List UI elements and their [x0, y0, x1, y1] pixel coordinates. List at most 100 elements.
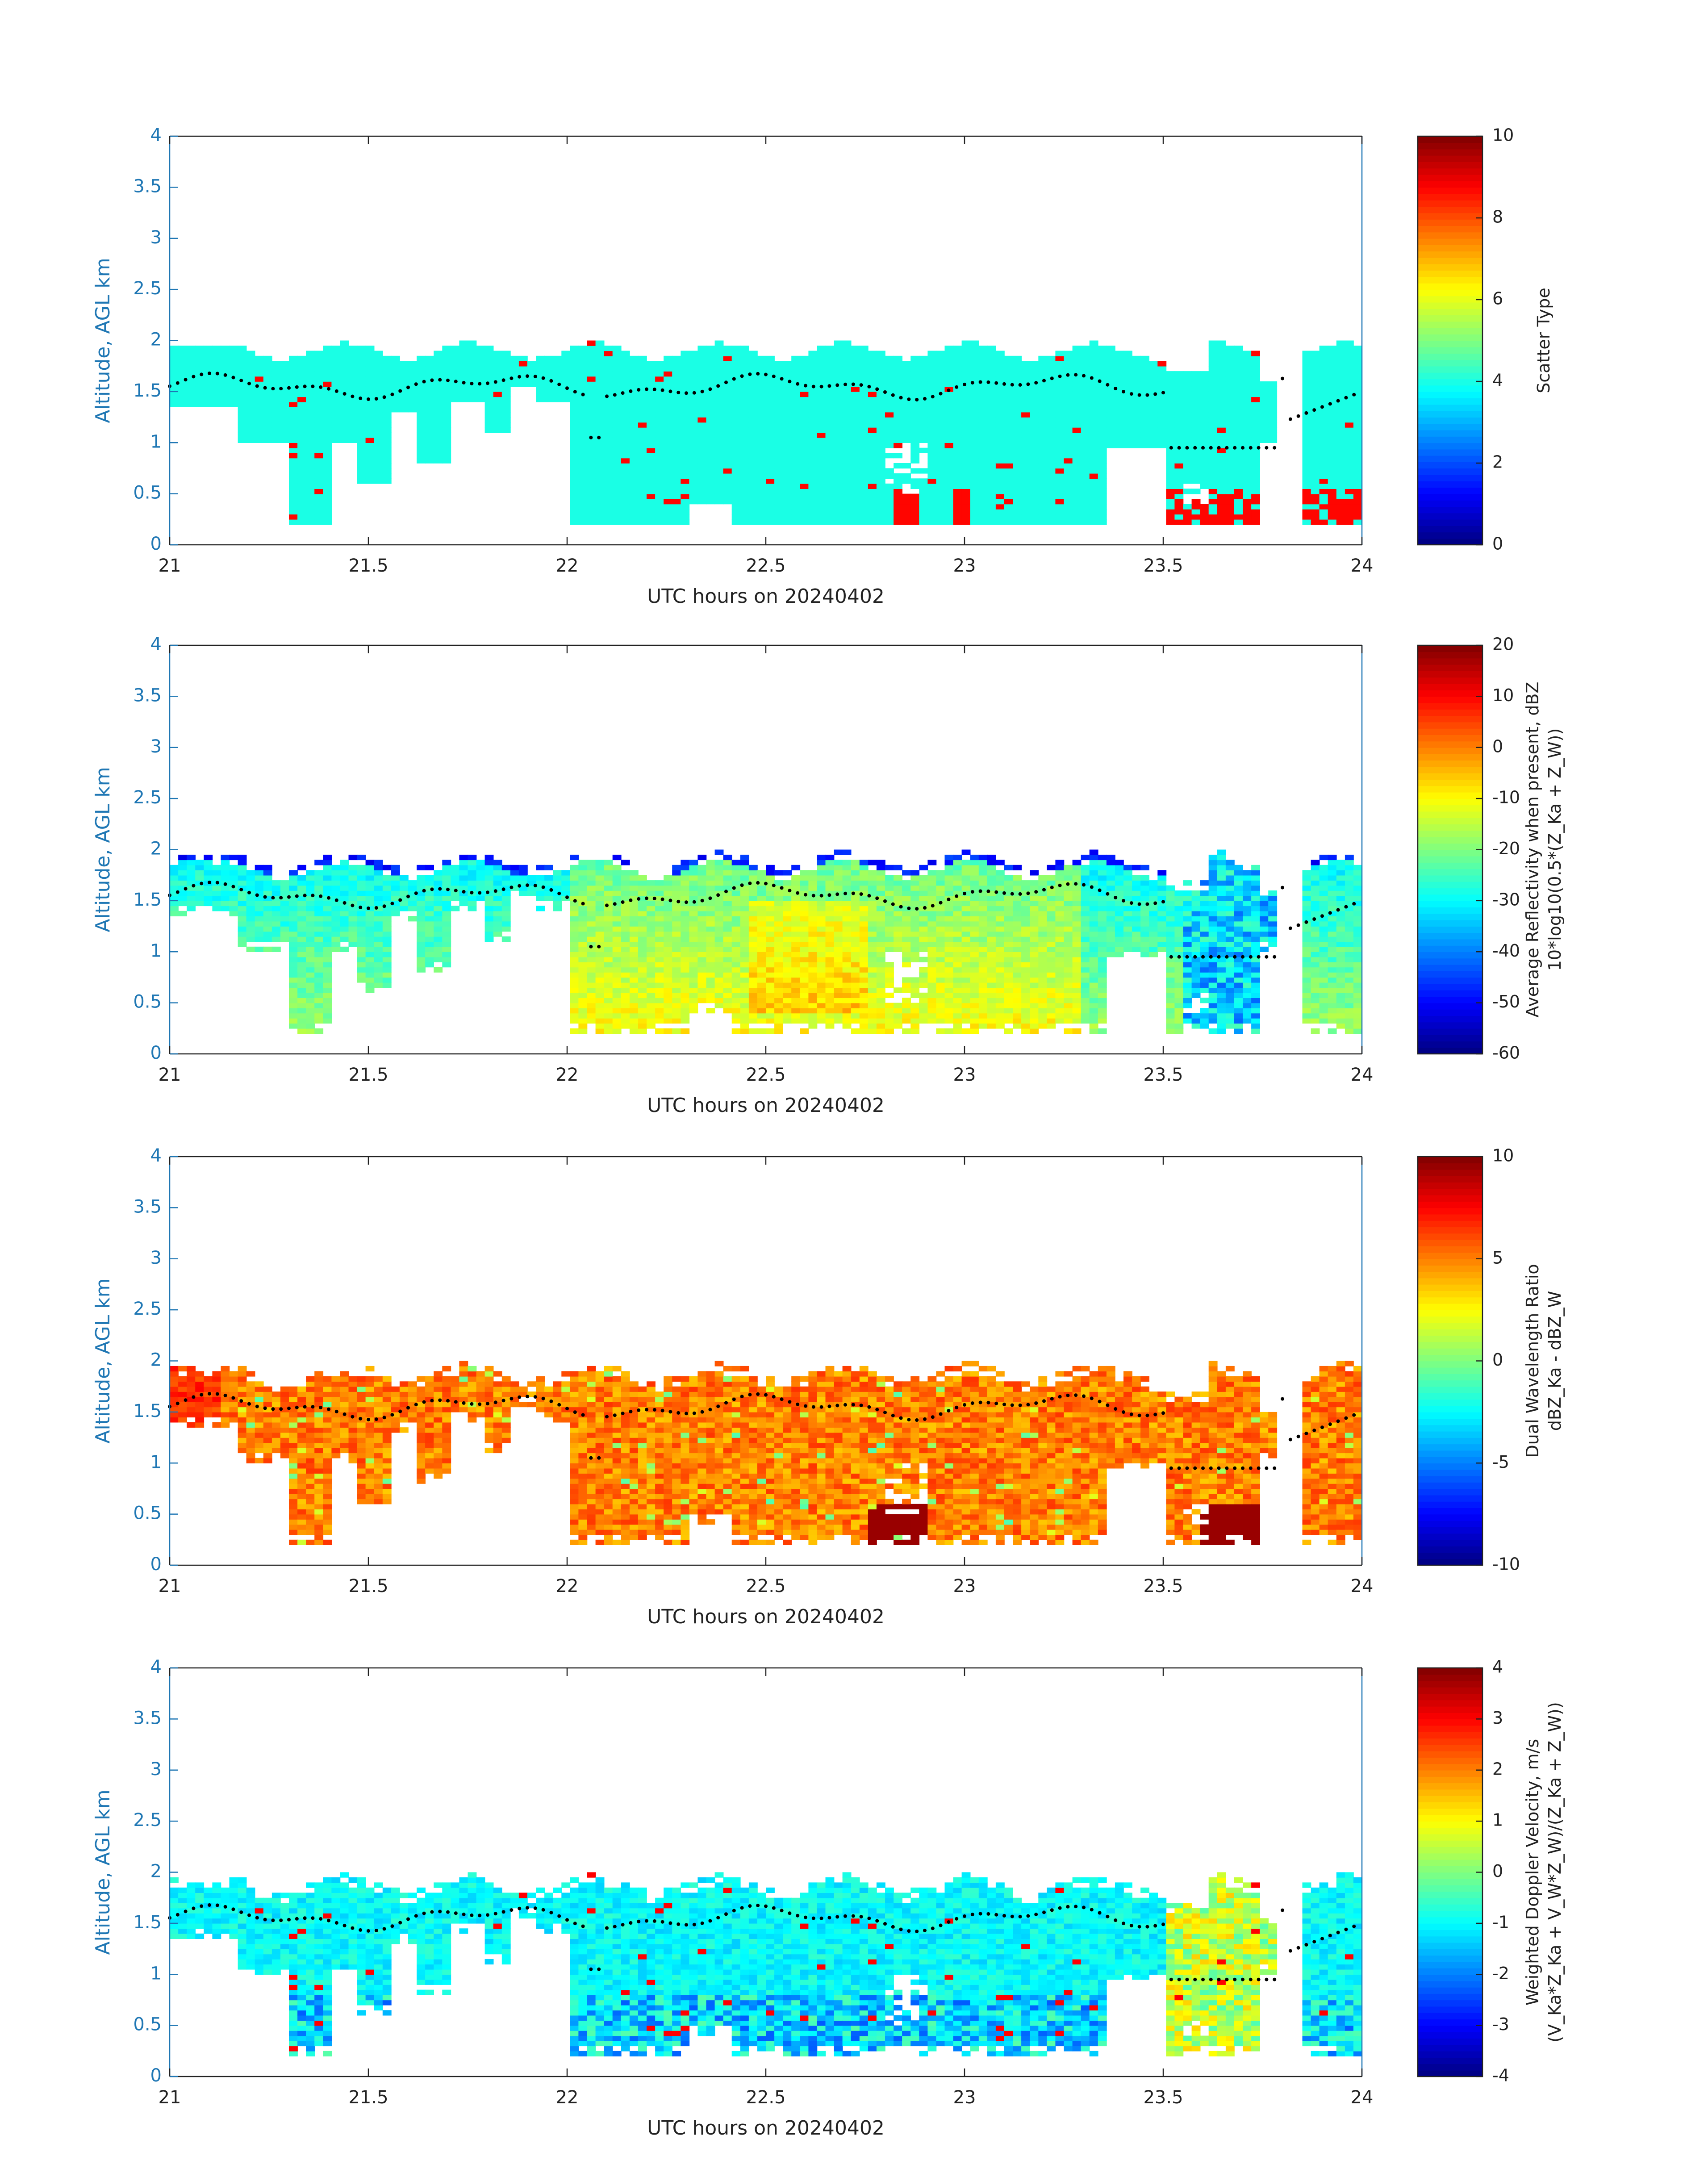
heatmap-cell	[621, 987, 630, 993]
heatmap-cell	[391, 371, 400, 377]
heatmap-cell	[664, 412, 672, 418]
heatmap-cell	[604, 381, 613, 387]
heatmap-cell	[459, 371, 468, 377]
heatmap-cell	[902, 412, 911, 418]
heatmap-cell	[987, 499, 996, 505]
heatmap-cell	[834, 514, 843, 520]
heatmap-cell	[306, 355, 315, 361]
heatmap-cell	[672, 447, 681, 453]
heatmap-cell	[544, 355, 553, 361]
heatmap-cell	[1183, 422, 1192, 428]
heatmap-cell	[902, 417, 911, 423]
heatmap-cell	[1072, 432, 1082, 438]
heatmap-cell	[425, 407, 434, 413]
heatmap-cell	[1336, 468, 1345, 474]
heatmap-cell	[255, 391, 264, 397]
heatmap-cell	[629, 504, 639, 510]
heatmap-cell	[970, 519, 979, 525]
heatmap-cell	[578, 875, 588, 881]
heatmap-cell	[621, 483, 630, 489]
heatmap-cell	[246, 437, 255, 443]
heatmap-cell	[484, 417, 494, 423]
heatmap-cell	[910, 355, 920, 361]
heatmap-cell	[919, 509, 928, 515]
heatmap-cell	[297, 972, 306, 978]
heatmap-cell	[442, 921, 451, 927]
heatmap-cell	[1064, 386, 1073, 392]
heatmap-cell	[629, 916, 639, 922]
heatmap-cell	[604, 885, 613, 891]
heatmap-cell	[978, 366, 988, 372]
heatmap-cell	[1353, 432, 1362, 438]
heatmap-cell	[987, 397, 996, 402]
heatmap-cell	[271, 911, 281, 916]
heatmap-cell	[1319, 427, 1328, 433]
heatmap-cell	[331, 911, 341, 916]
heatmap-cell	[953, 437, 962, 443]
heatmap-cell	[1038, 463, 1048, 469]
heatmap-cell	[876, 351, 885, 356]
heatmap-cell	[612, 422, 622, 428]
heatmap-cell	[783, 422, 792, 428]
heatmap-cell	[1038, 509, 1048, 515]
heatmap-cell	[876, 483, 885, 489]
heatmap-cell	[280, 885, 289, 891]
heatmap-cell	[808, 504, 818, 510]
heatmap-cell	[1064, 468, 1073, 474]
heatmap-cell	[221, 355, 230, 361]
heatmap-cell	[1157, 422, 1167, 428]
heatmap-cell	[408, 391, 417, 397]
heatmap-cell	[1302, 504, 1311, 510]
heatmap-cell	[417, 453, 426, 459]
heatmap-cell	[817, 509, 826, 515]
heatmap-cell	[382, 458, 392, 464]
heatmap-cell	[604, 998, 613, 1003]
heatmap-cell	[382, 412, 392, 418]
heatmap-cell	[1234, 499, 1243, 505]
heatmap-cell	[229, 880, 238, 886]
heatmap-cell	[280, 407, 289, 413]
heatmap-cell	[961, 391, 971, 397]
heatmap-cell	[570, 499, 579, 505]
y-axis-label: Altitude, AGL km	[92, 258, 114, 423]
heatmap-cell	[868, 391, 877, 397]
heatmap-cell	[1098, 401, 1107, 407]
heatmap-cell	[1047, 447, 1056, 453]
heatmap-cell	[578, 977, 588, 983]
heatmap-cell	[783, 366, 792, 372]
heatmap-cell	[885, 397, 894, 402]
heatmap-cell	[578, 1018, 588, 1024]
heatmap-cell	[1336, 493, 1345, 499]
boundary-dot	[1058, 374, 1062, 378]
heatmap-cell	[604, 427, 613, 433]
heatmap-cell	[595, 921, 605, 927]
heatmap-cell	[774, 483, 783, 489]
heatmap-cell	[638, 916, 647, 922]
heatmap-cell	[1328, 458, 1337, 464]
heatmap-cell	[187, 860, 196, 865]
heatmap-cell	[1157, 386, 1167, 392]
heatmap-cell	[757, 355, 766, 361]
heatmap-cell	[578, 1003, 588, 1008]
colorbar-tick-label: 10	[1492, 125, 1514, 145]
heatmap-cell	[1030, 509, 1039, 515]
heatmap-cell	[612, 1008, 622, 1014]
heatmap-cell	[1072, 351, 1082, 356]
heatmap-cell	[1183, 453, 1192, 459]
heatmap-cell	[817, 345, 826, 351]
heatmap-cell	[629, 443, 639, 448]
heatmap-cell	[578, 885, 588, 891]
heatmap-cell	[689, 478, 698, 484]
heatmap-cell	[927, 397, 937, 402]
heatmap-cell	[842, 366, 852, 372]
heatmap-cell	[417, 957, 426, 962]
heatmap-cell	[927, 478, 937, 484]
heatmap-cell	[1353, 458, 1362, 464]
heatmap-cell	[1243, 361, 1252, 367]
heatmap-cell	[748, 412, 758, 418]
heatmap-cell	[697, 407, 707, 413]
heatmap-cell	[902, 386, 911, 392]
heatmap-cell	[178, 355, 187, 361]
heatmap-cell	[1098, 489, 1107, 494]
heatmap-cell	[306, 967, 315, 973]
